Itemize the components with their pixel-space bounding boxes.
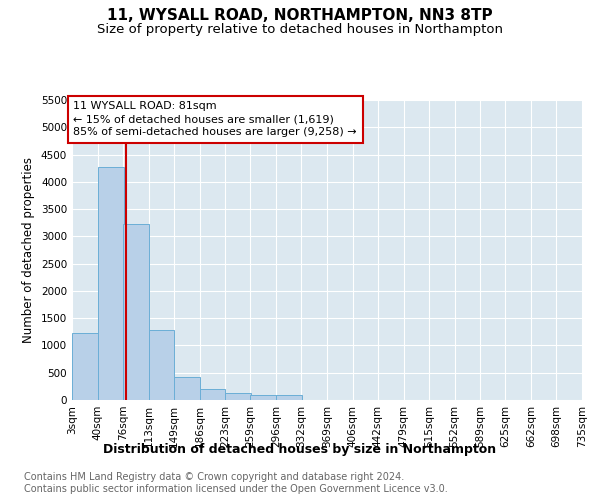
- Bar: [98, 166, 124, 400]
- Text: Distribution of detached houses by size in Northampton: Distribution of detached houses by size …: [103, 442, 497, 456]
- Bar: [149, 330, 175, 400]
- Y-axis label: Number of detached properties: Number of detached properties: [22, 157, 35, 343]
- Text: 11, WYSALL ROAD, NORTHAMPTON, NN3 8TP: 11, WYSALL ROAD, NORTHAMPTON, NN3 8TP: [107, 8, 493, 22]
- Text: Contains HM Land Registry data © Crown copyright and database right 2024.: Contains HM Land Registry data © Crown c…: [24, 472, 404, 482]
- Bar: [123, 224, 149, 400]
- Text: Contains public sector information licensed under the Open Government Licence v3: Contains public sector information licen…: [24, 484, 448, 494]
- Bar: [225, 394, 251, 400]
- Text: 11 WYSALL ROAD: 81sqm
← 15% of detached houses are smaller (1,619)
85% of semi-d: 11 WYSALL ROAD: 81sqm ← 15% of detached …: [73, 101, 357, 138]
- Bar: [174, 376, 199, 400]
- Bar: [250, 394, 276, 400]
- Text: Size of property relative to detached houses in Northampton: Size of property relative to detached ho…: [97, 22, 503, 36]
- Bar: [276, 394, 302, 400]
- Bar: [199, 389, 225, 400]
- Bar: [72, 333, 98, 400]
